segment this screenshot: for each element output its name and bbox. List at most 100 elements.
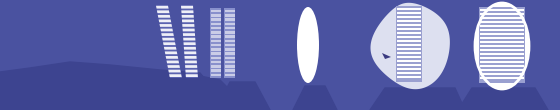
Bar [397, 16, 421, 18]
Bar [211, 57, 221, 59]
Bar [225, 18, 235, 21]
Polygon shape [183, 29, 195, 31]
Bar [224, 8, 235, 78]
Bar [397, 48, 421, 50]
Bar [225, 44, 235, 46]
Bar [211, 65, 221, 68]
Polygon shape [155, 75, 270, 110]
Bar [225, 36, 235, 38]
Bar [225, 52, 235, 55]
Bar [225, 31, 235, 34]
Polygon shape [160, 29, 173, 31]
Bar [225, 40, 235, 42]
Polygon shape [184, 56, 197, 59]
Bar [480, 57, 524, 59]
Polygon shape [181, 10, 194, 13]
Bar [211, 23, 221, 25]
Bar [397, 60, 421, 62]
Polygon shape [0, 62, 230, 110]
Bar [397, 72, 421, 74]
Polygon shape [160, 24, 172, 27]
Bar [480, 9, 524, 11]
Bar [397, 64, 421, 66]
Bar [397, 32, 421, 34]
Bar [397, 20, 421, 22]
Bar [480, 73, 524, 75]
Bar [480, 25, 524, 27]
Polygon shape [165, 51, 178, 54]
Polygon shape [181, 15, 194, 18]
Polygon shape [169, 74, 181, 77]
Bar [480, 53, 524, 55]
Bar [211, 61, 221, 63]
Bar [211, 52, 221, 55]
Ellipse shape [475, 3, 529, 89]
Bar [211, 44, 221, 46]
Polygon shape [371, 3, 450, 89]
Polygon shape [158, 19, 171, 22]
Bar [480, 41, 524, 43]
Polygon shape [181, 6, 193, 9]
Ellipse shape [297, 7, 319, 83]
Bar [480, 49, 524, 51]
Bar [397, 76, 421, 78]
Polygon shape [168, 70, 181, 72]
Bar [211, 14, 221, 17]
Bar [211, 36, 221, 38]
Bar [397, 40, 421, 42]
Bar [225, 48, 235, 51]
Polygon shape [161, 33, 174, 36]
Polygon shape [185, 65, 197, 68]
Bar [225, 27, 235, 29]
Bar [225, 70, 235, 72]
Bar [480, 29, 524, 31]
Polygon shape [185, 70, 198, 72]
Polygon shape [164, 47, 176, 50]
Polygon shape [182, 24, 194, 27]
Polygon shape [215, 82, 270, 110]
Bar [211, 18, 221, 21]
Polygon shape [184, 47, 196, 50]
Bar [211, 10, 221, 12]
Bar [480, 61, 524, 63]
Bar [397, 12, 421, 14]
Polygon shape [184, 51, 197, 54]
Bar [397, 36, 421, 38]
Polygon shape [167, 65, 180, 68]
Polygon shape [157, 10, 170, 13]
Polygon shape [185, 61, 197, 63]
Polygon shape [163, 42, 176, 45]
Polygon shape [382, 53, 391, 59]
Polygon shape [184, 42, 195, 45]
Polygon shape [156, 5, 182, 78]
Polygon shape [182, 19, 194, 22]
Bar [210, 8, 221, 78]
Bar [225, 74, 235, 76]
Polygon shape [183, 33, 195, 36]
Bar [211, 70, 221, 72]
Bar [211, 27, 221, 29]
Bar [480, 33, 524, 35]
Polygon shape [181, 5, 198, 78]
Bar [211, 74, 221, 76]
Polygon shape [183, 38, 195, 40]
Bar [480, 69, 524, 71]
Bar [211, 31, 221, 34]
Bar [225, 14, 235, 17]
Bar [225, 10, 235, 12]
Polygon shape [370, 88, 465, 110]
Polygon shape [293, 86, 337, 110]
Polygon shape [158, 15, 170, 18]
Polygon shape [156, 6, 169, 9]
Bar [397, 56, 421, 58]
Bar [397, 24, 421, 26]
Bar [480, 17, 524, 19]
Polygon shape [166, 56, 178, 59]
Bar [397, 8, 421, 10]
Bar [211, 48, 221, 51]
Bar [225, 23, 235, 25]
Polygon shape [166, 61, 179, 63]
Bar [397, 28, 421, 30]
Bar [397, 44, 421, 46]
Bar [211, 40, 221, 42]
